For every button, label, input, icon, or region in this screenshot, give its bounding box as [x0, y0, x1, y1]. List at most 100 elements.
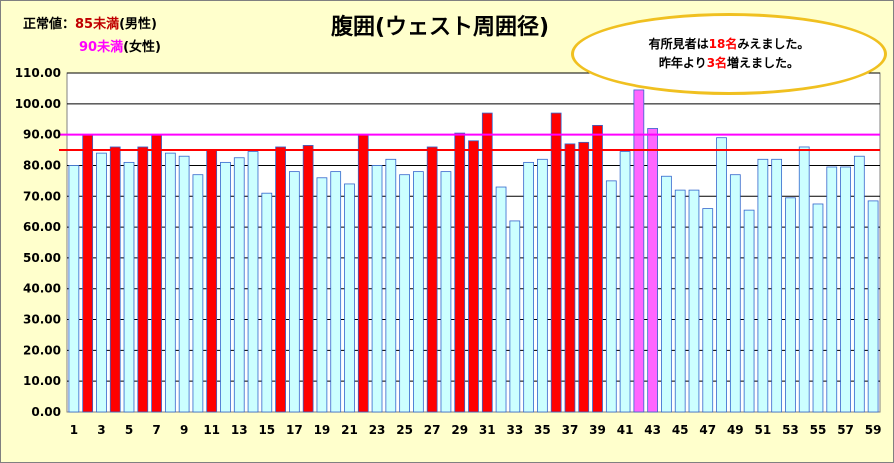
bar-22	[357, 134, 369, 413]
x-tick-label: 53	[782, 423, 799, 437]
bar-27	[426, 146, 438, 413]
x-tick-label: 59	[865, 423, 882, 437]
y-tick-label: 30.00	[23, 313, 61, 327]
legend-male-suffix: (男性)	[119, 17, 157, 32]
x-tick-label: 23	[369, 423, 386, 437]
bar-16	[275, 146, 286, 413]
bar-3	[96, 152, 107, 413]
bar-47	[702, 208, 714, 413]
callout-increase: 3名	[706, 56, 728, 70]
x-tick-label: 7	[152, 423, 160, 437]
x-tick-label: 3	[97, 423, 105, 437]
bar-54	[798, 146, 810, 413]
x-tick-label: 25	[396, 423, 413, 437]
legend-male-value: 85未満	[75, 17, 120, 32]
bar-19	[316, 177, 328, 413]
bar-11	[206, 149, 218, 413]
y-tick-label: 100.00	[15, 97, 61, 111]
bar-56	[826, 166, 838, 413]
bar-20	[330, 171, 342, 413]
bar-28	[440, 171, 452, 413]
bar-9	[178, 155, 190, 413]
x-tick-label: 35	[534, 423, 551, 437]
bar-58	[853, 155, 865, 413]
bar-48	[716, 137, 727, 413]
callout-ellipse: 有所見者は18名みえました。 昨年より3名増えました。	[571, 13, 887, 95]
bar-15	[261, 192, 273, 413]
legend-male: 正常値：85未満(男性)	[23, 13, 157, 32]
legend-female: 90未満(女性)	[79, 36, 161, 55]
y-tick-label: 70.00	[23, 189, 61, 203]
bar-55	[812, 203, 824, 413]
bar-14	[247, 151, 259, 413]
bar-45	[674, 189, 686, 413]
callout-text: みえました。	[737, 37, 810, 51]
bar-57	[840, 166, 851, 413]
bar-42	[633, 89, 645, 413]
bar-10	[192, 174, 204, 413]
y-tick-label: 40.00	[23, 282, 61, 296]
bar-1	[68, 165, 80, 413]
x-tick-label: 9	[180, 423, 188, 437]
callout-text: 増えました。	[727, 56, 800, 70]
bar-26	[413, 171, 424, 413]
bar-41	[619, 151, 631, 413]
x-tick-label: 43	[644, 423, 661, 437]
y-tick-label: 50.00	[23, 251, 61, 265]
bar-17	[289, 171, 300, 413]
bar-36	[550, 112, 562, 413]
bar-8	[164, 152, 176, 413]
bar-31	[481, 112, 493, 413]
x-tick-label: 39	[589, 423, 606, 437]
bar-49	[729, 174, 741, 413]
callout-text: 有所見者は	[648, 37, 709, 51]
x-tick-label: 19	[314, 423, 331, 437]
bar-5	[123, 161, 135, 413]
bar-39	[592, 124, 603, 413]
y-tick-label: 80.00	[23, 158, 61, 172]
bar-18	[302, 145, 314, 413]
x-tick-label: 29	[451, 423, 468, 437]
callout-line-2: 昨年より3名増えました。	[574, 54, 884, 73]
bar-37	[564, 143, 576, 413]
bar-59	[867, 200, 879, 413]
callout-text: 昨年より	[658, 56, 707, 70]
x-tick-label: 21	[341, 423, 358, 437]
legend-female-suffix: (女性)	[123, 40, 161, 55]
legend-normal-label: 正常値：	[23, 17, 76, 32]
bar-52	[771, 158, 783, 413]
bar-12	[220, 161, 231, 413]
bar-50	[743, 209, 755, 413]
bar-25	[399, 174, 410, 413]
x-tick-label: 47	[699, 423, 716, 437]
bar-44	[661, 175, 672, 413]
x-tick-label: 5	[125, 423, 133, 437]
bar-34	[523, 161, 534, 413]
bar-29	[454, 132, 466, 413]
bar-30	[468, 140, 479, 413]
x-tick-label: 13	[231, 423, 248, 437]
bar-46	[688, 189, 700, 413]
x-tick-label: 49	[727, 423, 744, 437]
callout-count: 18名	[708, 37, 738, 51]
x-tick-label: 51	[755, 423, 772, 437]
bar-4	[109, 146, 121, 413]
x-tick-label: 17	[286, 423, 303, 437]
bar-23	[371, 165, 383, 413]
bar-2	[82, 134, 94, 413]
x-tick-label: 11	[203, 423, 220, 437]
x-tick-label: 55	[810, 423, 827, 437]
legend-female-value: 90未満	[79, 40, 124, 55]
bar-24	[385, 158, 397, 413]
x-tick-label: 1	[70, 423, 78, 437]
bar-21	[344, 183, 355, 413]
y-tick-label: 90.00	[23, 128, 61, 142]
y-tick-label: 0.00	[31, 405, 61, 419]
bar-7	[151, 134, 162, 413]
bar-43	[647, 128, 658, 413]
y-tick-label: 10.00	[23, 374, 61, 388]
x-tick-label: 33	[506, 423, 523, 437]
y-tick-label: 60.00	[23, 220, 61, 234]
